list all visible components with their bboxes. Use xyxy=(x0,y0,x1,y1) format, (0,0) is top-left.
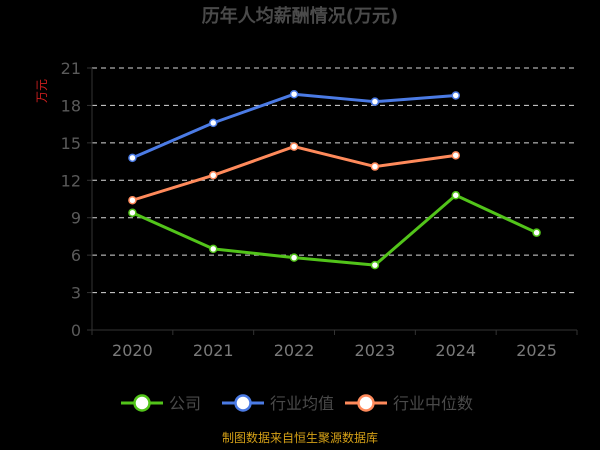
y-tick-label-6: 6 xyxy=(71,246,81,265)
data-point-2-2022 xyxy=(289,142,299,151)
legend-swatch-marker-0 xyxy=(133,394,151,412)
y-tick-label-0: 0 xyxy=(71,321,81,340)
legend-label-2: 行业中位数 xyxy=(393,394,473,413)
data-point-2-2024 xyxy=(451,151,460,160)
legend-item-2: 行业中位数 xyxy=(345,394,473,413)
x-tick-label-2021: 2021 xyxy=(193,341,234,360)
x-tick-label-2023: 2023 xyxy=(355,341,396,360)
legend-swatch-marker-2 xyxy=(357,394,375,412)
y-tick-label-12: 12 xyxy=(61,171,81,190)
legend-swatch-marker-1 xyxy=(234,394,252,412)
y-tick-label-9: 9 xyxy=(71,209,81,228)
y-tick-label-18: 18 xyxy=(61,96,81,115)
data-point-0-2023 xyxy=(370,260,380,270)
data-point-0-2022 xyxy=(289,253,299,262)
data-point-0-2021 xyxy=(209,244,218,254)
y-tick-label-3: 3 xyxy=(71,284,81,303)
x-tick-label-2025: 2025 xyxy=(516,341,557,360)
series-line-2 xyxy=(130,145,458,202)
legend-label-0: 公司 xyxy=(169,394,201,413)
x-tick-label-2024: 2024 xyxy=(435,341,476,360)
grid-lines xyxy=(92,67,577,294)
legend-label-1: 行业均值 xyxy=(270,394,334,413)
data-point-1-2024 xyxy=(451,91,460,100)
data-point-2-2021 xyxy=(209,171,218,180)
data-point-2-2020 xyxy=(128,195,137,205)
axes: 0 3 6 9 12 15 18 21 2020 2021 2022 2023 2024 2025 xyxy=(61,59,578,360)
data-point-1-2021 xyxy=(209,118,218,128)
data-point-1-2023 xyxy=(370,97,380,106)
y-tick-label-21: 21 xyxy=(61,59,81,78)
x-tick-label-2020: 2020 xyxy=(112,341,153,360)
data-point-0-2024 xyxy=(451,191,460,200)
y-tick-label-15: 15 xyxy=(61,134,81,153)
data-point-0-2025 xyxy=(532,228,541,237)
data-point-2-2023 xyxy=(370,162,380,171)
data-point-1-2022 xyxy=(289,89,299,99)
series-line-0 xyxy=(130,193,539,267)
legend-item-0: 公司 xyxy=(121,394,201,413)
data-point-1-2020 xyxy=(128,153,137,163)
source-note: 制图数据来自恒生聚源数据库 xyxy=(222,430,378,445)
x-tick-label-2022: 2022 xyxy=(274,341,315,360)
legend-item-1: 行业均值 xyxy=(222,394,334,413)
legend: 公司 行业均值 行业中位数 xyxy=(121,394,473,413)
series-lines xyxy=(128,89,541,270)
y-axis-unit: 万元 xyxy=(35,79,49,103)
chart-title: 历年人均薪酬情况(万元) xyxy=(202,5,398,27)
data-point-0-2020 xyxy=(128,208,137,217)
